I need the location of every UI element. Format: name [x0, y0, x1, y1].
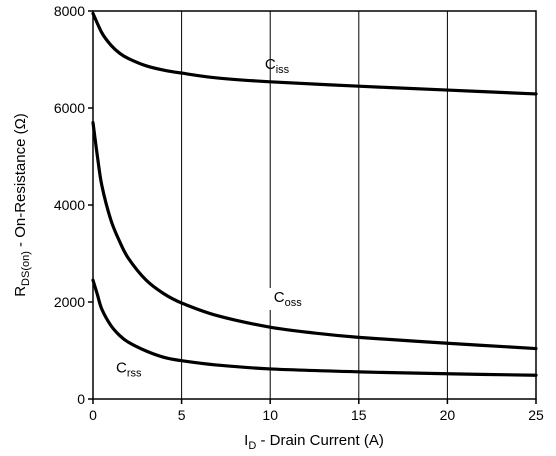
y-axis-label: RDS(on) - On-Resistance (Ω) [12, 113, 32, 297]
y-tick-label: 6000 [54, 100, 85, 116]
grid [181, 11, 448, 399]
axis-ticks: 0 5 10 15 20 25 0 2000 4000 6000 8000 [54, 3, 544, 423]
x-axis-label-rest: - Drain Current (A) [256, 432, 384, 449]
y-axis-label-rest: - On-Resistance (Ω) [12, 113, 29, 251]
series-line-coss [91, 120, 538, 351]
y-tick-label: 8000 [54, 3, 85, 19]
y-tick-label: 0 [77, 391, 85, 407]
curve-label-ciss: Ciss [265, 56, 290, 76]
x-tick-label: 10 [262, 407, 278, 423]
series-line-ciss [91, 11, 538, 96]
x-tick-label: 25 [528, 407, 544, 423]
series-line-crss [91, 278, 538, 377]
curve-label-crss: Crss [116, 359, 142, 379]
x-tick-label: 15 [351, 407, 367, 423]
x-tick-label: 20 [440, 407, 456, 423]
x-axis-label-main: I [244, 432, 248, 449]
y-axis-label-sub: DS(on) [20, 251, 32, 286]
y-tick-label: 2000 [54, 294, 85, 310]
x-tick-label: 0 [89, 407, 97, 423]
x-tick-label: 5 [178, 407, 186, 423]
x-axis-label-sub: D [248, 440, 256, 452]
x-axis-label: ID - Drain Current (A) [244, 432, 384, 452]
y-tick-label: 4000 [54, 197, 85, 213]
curve-label-coss: Coss [274, 289, 302, 309]
curve-label-background [267, 288, 320, 310]
curve-labels: Ciss Coss Crss [116, 56, 320, 379]
series-group [91, 11, 538, 377]
y-axis-label-main: R [12, 286, 29, 297]
